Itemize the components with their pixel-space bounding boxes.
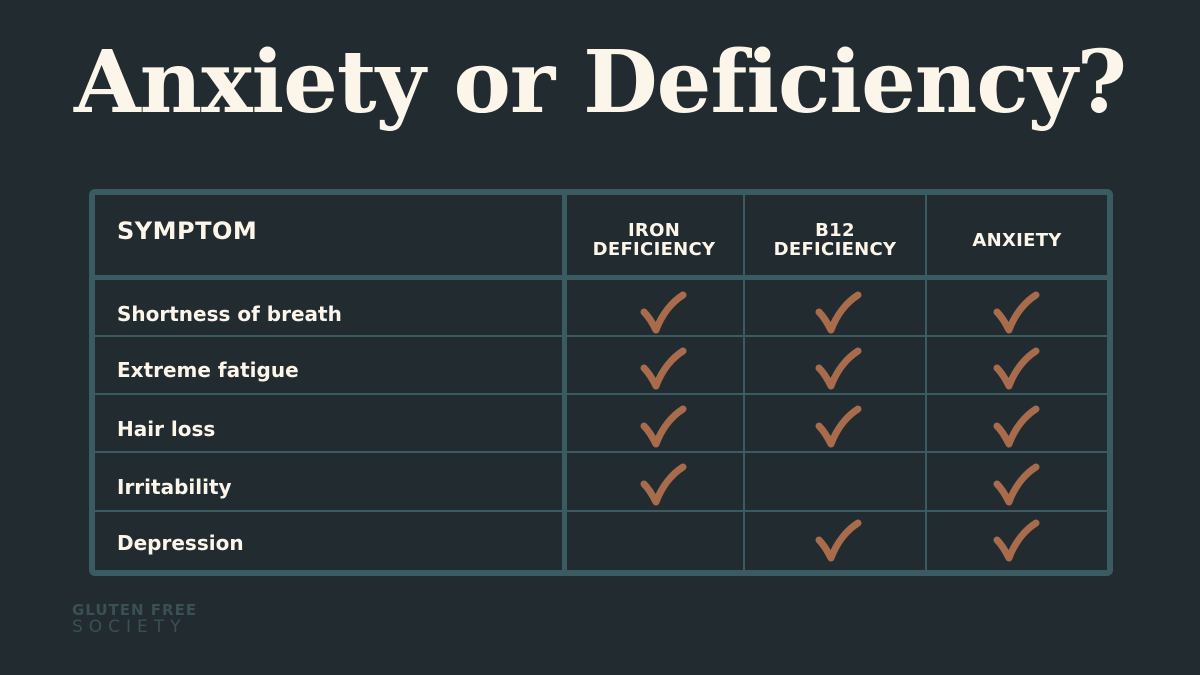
page-title: Anxiety or Deficiency? — [73, 32, 1127, 133]
checkmark-icon — [815, 519, 862, 562]
checkmark-icon — [640, 405, 687, 448]
checkmark-icon — [993, 519, 1040, 562]
checkmark-icon — [993, 463, 1040, 506]
header-anxiety: ANXIETY — [927, 230, 1107, 251]
header-anxiety-line1: ANXIETY — [972, 230, 1062, 251]
column-divider — [925, 195, 927, 570]
checkmark-icon — [993, 405, 1040, 448]
column-divider — [562, 195, 567, 570]
header-iron-line1: IRON — [627, 220, 681, 241]
brand-line-1: GLUTEN FREE — [72, 601, 198, 619]
symptom-comparison-table: SYMPTOM IRON DEFICIENCY B12 DEFICIENCY A… — [89, 189, 1113, 576]
checkmark-icon — [640, 291, 687, 334]
header-b12-deficiency: B12 DEFICIENCY — [745, 221, 925, 260]
header-divider — [95, 275, 1107, 280]
row-label-depression: Depression — [117, 531, 244, 555]
checkmark-icon — [640, 347, 687, 390]
row-divider — [95, 393, 1107, 395]
row-label-hair-loss: Hair loss — [117, 417, 216, 441]
checkmark-icon — [815, 347, 862, 390]
checkmark-icon — [993, 347, 1040, 390]
row-divider — [95, 510, 1107, 512]
row-label-extreme-fatigue: Extreme fatigue — [117, 358, 299, 382]
brand-line-2: SOCIETY — [72, 617, 187, 637]
checkmark-icon — [815, 405, 862, 448]
brand-logo: GLUTEN FREE SOCIETY — [72, 603, 197, 637]
checkmark-icon — [815, 291, 862, 334]
row-label-irritability: Irritability — [117, 475, 232, 499]
row-label-shortness-of-breath: Shortness of breath — [117, 302, 342, 326]
row-divider — [95, 335, 1107, 337]
checkmark-icon — [993, 291, 1040, 334]
header-b12-line1: B12 — [815, 220, 855, 241]
header-iron-line2: DEFICIENCY — [592, 239, 716, 261]
row-divider — [95, 451, 1107, 453]
header-symptom: SYMPTOM — [117, 217, 258, 245]
checkmark-icon — [640, 463, 687, 506]
column-divider — [743, 195, 745, 570]
header-iron-deficiency: IRON DEFICIENCY — [565, 221, 743, 260]
header-b12-line2: DEFICIENCY — [773, 239, 897, 261]
